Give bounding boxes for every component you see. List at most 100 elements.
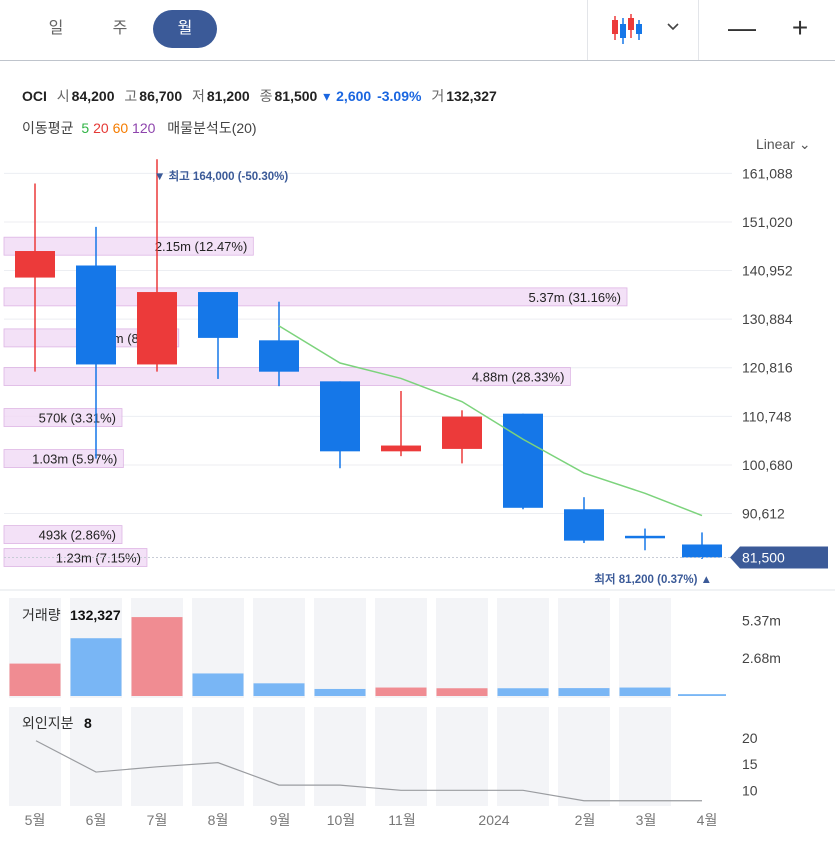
candle-body <box>682 544 722 558</box>
panel-column-bg <box>619 598 671 698</box>
toolbar-divider <box>698 0 699 60</box>
volume-bar <box>678 694 726 696</box>
chevron-down-icon: ⌄ <box>798 136 811 152</box>
price-tick-label: 90,612 <box>742 506 785 522</box>
volume-profile-label: 570k (3.31%) <box>39 411 116 426</box>
volume-bar <box>436 688 488 696</box>
panel-column-bg <box>314 707 366 806</box>
panel-column-bg <box>375 598 427 698</box>
chart-type-selector[interactable] <box>605 10 695 48</box>
candle-body <box>564 509 604 541</box>
month-tick-label: 2024 <box>478 812 509 828</box>
change-percent: -3.09% <box>377 88 422 104</box>
ma-period-60[interactable]: 60 <box>112 120 129 136</box>
change-value: 2,600 <box>336 88 372 104</box>
candle-body <box>76 265 116 365</box>
panel-column-bg <box>253 707 305 806</box>
panel-column-bg <box>436 707 488 806</box>
candle-body <box>442 416 482 449</box>
volume-profile-bar <box>3 408 123 427</box>
volume-bar <box>70 638 122 696</box>
down-arrow-icon: ▾ <box>323 88 331 104</box>
volume-bar <box>131 617 183 696</box>
volume-panel-label: 거래량 <box>22 607 61 623</box>
month-tick-label: 9월 <box>270 812 291 828</box>
toolbar-divider <box>587 0 588 60</box>
current-price-label: 81,500 <box>742 550 785 566</box>
volume-profile-label[interactable]: 매물분석도(20) <box>167 120 257 136</box>
foreign-tick-label: 20 <box>742 730 758 746</box>
month-tick-label: 10월 <box>327 812 355 828</box>
volume-tick-label: 2.68m <box>742 650 781 666</box>
panel-column-bg <box>375 707 427 806</box>
candle-body <box>15 251 55 278</box>
month-tick-label: 3월 <box>636 812 657 828</box>
volume-profile-bar <box>3 236 254 256</box>
price-grid <box>0 172 835 806</box>
volume-profile-label: 1.03m (5.97%) <box>32 452 117 467</box>
panel-column-bg <box>192 707 244 806</box>
foreign-tick-label: 10 <box>742 782 758 798</box>
panel-column-bg <box>70 707 122 806</box>
zoom-out-button[interactable]: — <box>728 12 756 43</box>
current-price-tag <box>730 546 828 569</box>
ma-period-20[interactable]: 20 <box>93 120 109 136</box>
ma-period-120[interactable]: 120 <box>132 120 156 136</box>
stock-name: OCI <box>22 88 47 104</box>
volume-profile-label: 5.37m (31.16%) <box>529 290 622 305</box>
extreme-markers: ▼ 최고 164,000 (-50.30%) 최저 81,200 (0.37%) … <box>4 169 828 586</box>
month-tick-label: 8월 <box>208 812 229 828</box>
volume-bar <box>375 687 427 696</box>
price-axis: 161,088 151,020 140,952 130,884 120,816 110,7… <box>742 165 793 521</box>
price-tick-label: 120,816 <box>742 360 793 376</box>
foreign-ownership-line <box>35 740 702 802</box>
candlestick-icon <box>612 14 679 44</box>
month-tick-label: 7월 <box>147 812 168 828</box>
volume-profile-label: 1.23m (7.15%) <box>56 551 141 566</box>
panel-column-bg <box>558 598 610 698</box>
tab-week[interactable]: 주 <box>112 20 128 37</box>
candle-body <box>259 340 299 372</box>
volume-bar <box>9 663 61 696</box>
indicator-legend: 이동평균 5 20 60 120 매물분석도(20) <box>22 118 257 138</box>
tab-month[interactable]: 월 <box>153 10 217 48</box>
panel-column-bg <box>497 598 549 698</box>
price-tick-label: 110,748 <box>742 408 792 424</box>
low-label: 저 <box>192 88 205 104</box>
tab-day[interactable]: 일 <box>48 20 64 37</box>
foreign-panel-label: 외인지분 <box>22 715 74 731</box>
price-tick-label: 140,952 <box>742 263 793 279</box>
volume-bar <box>619 687 671 696</box>
month-tick-label: 4월 <box>697 812 718 828</box>
volume-label: 거 <box>431 88 445 104</box>
open-label: 시 <box>56 88 70 104</box>
foreign-tick-label: 15 <box>742 756 758 772</box>
candle-body <box>625 535 665 539</box>
volume-bar <box>558 688 610 696</box>
panel-column-bg <box>497 707 549 806</box>
panel-column-bg <box>558 707 610 806</box>
month-tick-label: 11월 <box>388 812 415 828</box>
price-tick-label: 151,020 <box>742 214 793 230</box>
close-label: 종 <box>259 88 273 104</box>
candle-body <box>381 445 421 452</box>
volume-bar <box>314 688 366 696</box>
volume-bar <box>192 673 244 696</box>
price-tick-label: 130,884 <box>742 311 793 327</box>
low-value: 81,200 <box>206 88 250 104</box>
zoom-in-button[interactable]: + <box>791 12 809 43</box>
chevron-down-icon <box>667 23 679 31</box>
volume-profile-bar <box>3 449 124 468</box>
panel-column-bg <box>314 598 366 698</box>
close-value: 81,500 <box>274 88 318 104</box>
month-tick-label: 6월 <box>86 812 107 828</box>
volume-value: 132,327 <box>446 88 497 104</box>
high-value: 86,700 <box>139 88 183 104</box>
scale-selector[interactable]: Linear ⌄ <box>756 136 811 153</box>
volume-tick-label: 5.37m <box>742 612 781 628</box>
foreign-ownership-panel: 20 15 10 외인지분 8 <box>22 715 758 802</box>
ma-period-5[interactable]: 5 <box>81 120 90 136</box>
price-tick-label: 161,088 <box>742 165 793 181</box>
ma-line <box>278 325 703 517</box>
